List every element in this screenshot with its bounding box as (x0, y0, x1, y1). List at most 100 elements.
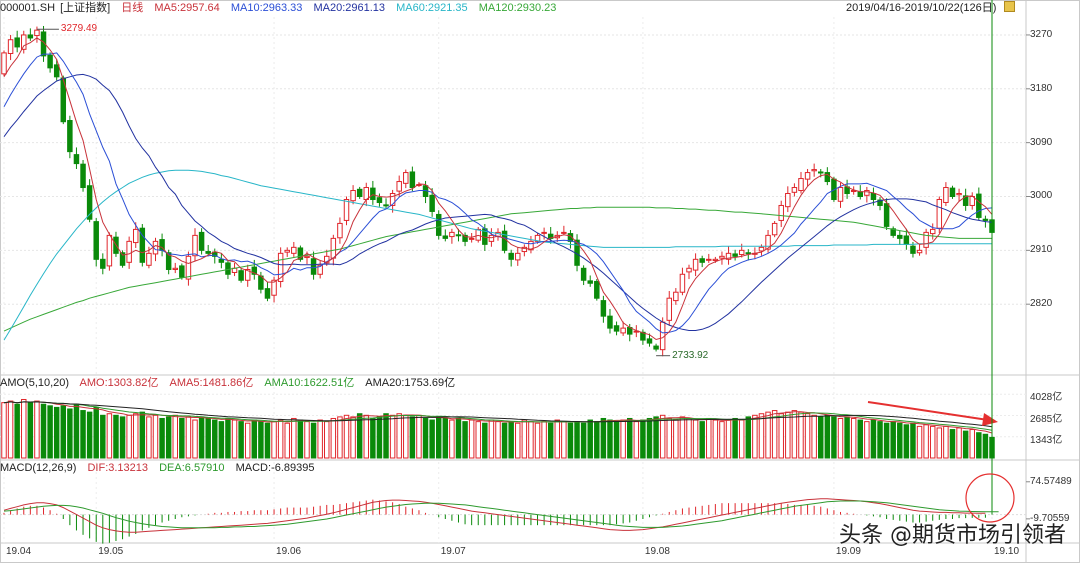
volume-bar (238, 421, 244, 459)
candle-body (244, 268, 251, 281)
volume-bar (765, 411, 771, 459)
candle-body (126, 240, 132, 263)
candle-body (890, 228, 896, 236)
highlight-circle (965, 473, 1015, 523)
date-tick-label: 19.04 (6, 546, 32, 557)
volume-bar (600, 417, 607, 459)
volume-bar (771, 410, 778, 459)
volume-bar (152, 414, 159, 459)
candle-body (93, 221, 99, 260)
volume-bar (620, 419, 626, 459)
ma10-readout: MA10:2963.33 (230, 2, 303, 14)
ma20-line (3, 73, 993, 331)
candle-body (692, 258, 699, 271)
volume-bar (455, 417, 462, 459)
volume-bar (567, 422, 574, 459)
volume-bar (640, 419, 646, 459)
candle-body (613, 325, 620, 332)
volume-tick-label: 4028亿 (1030, 392, 1063, 404)
volume-bar (976, 432, 982, 459)
dea-line (3, 500, 999, 529)
candle-body (903, 235, 910, 245)
volume-bar (106, 413, 113, 459)
candle-body (706, 258, 712, 261)
candle-body (238, 270, 244, 281)
candle-body (14, 37, 20, 48)
candle-body (699, 258, 705, 263)
volume-bar (712, 419, 719, 459)
candle-body (205, 251, 211, 254)
ama10-line (3, 401, 993, 431)
volume-bar (877, 421, 883, 459)
price-tick-label: 3000 (1030, 190, 1053, 202)
volume-bar (264, 422, 271, 459)
volume-bar (561, 421, 567, 459)
candle-body (47, 54, 53, 69)
settings-icon[interactable] (1003, 1, 1015, 12)
candle-body (383, 204, 389, 207)
candle-body (80, 163, 86, 189)
dif-readout: DIF:3.13213 (87, 462, 149, 474)
symbol-code[interactable]: 000001.SH (0, 2, 56, 14)
candle-body (324, 255, 330, 264)
candle-body (21, 34, 27, 50)
volume-bar (883, 422, 890, 459)
date-range-label[interactable]: 2019/04/16-2019/10/22(126日) (846, 2, 997, 14)
trend-arrow-shaft (867, 401, 989, 421)
period-label[interactable]: 日线 (121, 2, 144, 14)
candle-body (198, 231, 205, 251)
volume-bar (317, 419, 323, 459)
candle-body (798, 178, 804, 192)
date-tick-label: 19.05 (98, 546, 124, 557)
candle-body (620, 327, 626, 334)
volume-bar (818, 416, 824, 459)
price-tick-label: 3270 (1030, 28, 1053, 40)
volume-bar (666, 417, 672, 459)
volume-bar (943, 425, 949, 459)
volume-bar (132, 413, 139, 459)
volume-bar (14, 403, 20, 459)
candle-body (976, 193, 982, 218)
volume-bar (653, 416, 659, 459)
price-tick-label: 2820 (1030, 298, 1053, 310)
candle-body (370, 187, 376, 200)
volume-bar (541, 421, 547, 459)
candle-body (653, 345, 659, 350)
volume-tick-label: 1343亿 (1030, 434, 1063, 446)
macd-title[interactable]: MACD(12,26,9) (0, 462, 77, 474)
volume-bar (857, 419, 864, 459)
candle-body (567, 233, 574, 242)
volume-bar (370, 417, 376, 459)
date-tick-label: 19.08 (644, 546, 670, 557)
candle-body (106, 234, 113, 267)
volume-bar (936, 427, 943, 459)
volume-bar (47, 405, 53, 459)
volume-bar (297, 419, 304, 459)
candle-body (435, 213, 442, 236)
candle-body (528, 240, 534, 251)
candle-body (962, 195, 969, 206)
candle-body (646, 338, 653, 344)
volume-bar (159, 417, 165, 459)
volume-bar (607, 419, 613, 459)
candle-body (363, 187, 370, 200)
candle-body (218, 258, 225, 263)
volume-bar (330, 417, 337, 459)
volume-bar (626, 417, 633, 459)
candle-body (165, 252, 172, 270)
macd-header: MACD(12,26,9) DIF:3.13213 DEA:6.57910 MA… (0, 461, 322, 475)
low-price-label: 2733.92 (672, 349, 709, 361)
amo-title[interactable]: AMO(5,10,20) (0, 377, 70, 389)
candle-body (818, 171, 824, 174)
kline-header: 000001.SH [上证指数] 日线 MA5:2957.64 MA10:296… (0, 0, 564, 16)
price-tick-label: 2910 (1030, 244, 1053, 256)
candle-body (337, 222, 343, 239)
candle-body (310, 258, 317, 275)
price-tick-label: 3180 (1030, 82, 1053, 94)
volume-bar (389, 414, 396, 459)
volume-bar (225, 417, 231, 459)
volume-bar (646, 417, 653, 459)
candle-body (725, 252, 732, 260)
candle-body (304, 255, 310, 259)
